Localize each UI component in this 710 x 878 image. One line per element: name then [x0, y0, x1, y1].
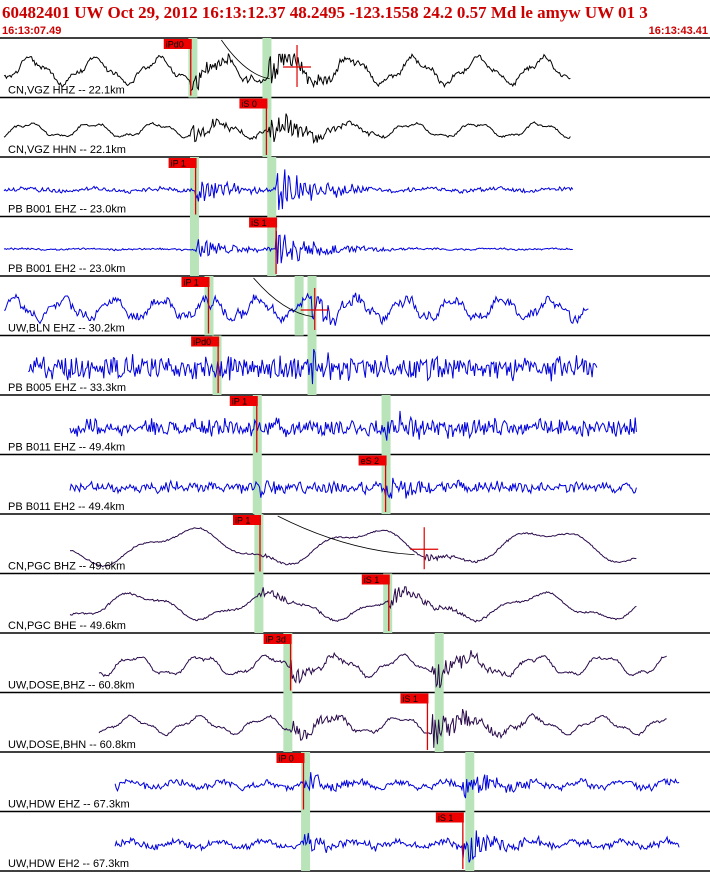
arrival-window: [383, 573, 393, 633]
arrival-window: [381, 395, 391, 455]
waveform-line: [3, 292, 589, 326]
station-label: UW,HDW EH2 -- 67.3km: [8, 858, 129, 870]
pick-flag: [232, 515, 261, 525]
pick-flag: [239, 98, 268, 109]
pick-label: iP 1: [235, 516, 250, 526]
station-label: UW,HDW EHZ -- 67.3km: [8, 799, 130, 811]
pick-flag: [249, 217, 278, 228]
station-label: PB B005 EHZ -- 33.3km: [8, 382, 126, 394]
arrival-window: [465, 752, 475, 812]
fit-curve: [277, 515, 415, 556]
station-label: PB B011 EHZ -- 49.4km: [8, 442, 125, 454]
arrival-window: [189, 216, 199, 276]
pick-flag: [181, 277, 210, 287]
trace-panel: iS 1 CN,PGC BHE -- 49.6km: [0, 573, 710, 634]
arrival-window: [262, 38, 272, 98]
end-time-label: 16:13:43.41: [649, 25, 708, 37]
trace-panel: iS 0 CN,VGZ HHN -- 22.1km: [0, 97, 710, 158]
fit-curve: [221, 39, 270, 80]
pick-label: iS 1: [402, 694, 418, 704]
trace-panel: eS 2 PB B011 EH2 -- 49.4km: [0, 454, 710, 515]
pick-label: iP 1: [232, 397, 247, 407]
pick-flag: [168, 158, 197, 168]
pick-flag: [191, 336, 220, 347]
fit-curve: [253, 277, 314, 318]
arrival-window: [267, 216, 277, 276]
waveform-line: [69, 527, 637, 568]
arrival-window: [188, 38, 198, 98]
pick-flag: [361, 574, 390, 585]
pick-flag: [229, 396, 258, 406]
pick-label: iS 0: [241, 99, 257, 109]
pick-flag: [435, 812, 464, 823]
waveform-line: [28, 348, 598, 385]
pick-label: iS 1: [438, 813, 454, 823]
pick-label: iP 0: [278, 754, 293, 764]
pick-label: iP 3d: [266, 635, 286, 645]
waveform-line: [114, 772, 680, 799]
pick-flag: [276, 753, 305, 763]
pick-label: eS 2: [361, 456, 380, 466]
start-time-label: 16:13:07.49: [2, 25, 61, 37]
pick-flag: [163, 39, 192, 49]
trace-panel: iPd0 PB B005 EHZ -- 33.3km: [0, 335, 710, 396]
waveform-line: [3, 169, 574, 210]
waveform-line: [3, 113, 571, 145]
trace-panel: iP 1 PB B011 EHZ -- 49.4km: [0, 395, 710, 456]
trace-panel: iP 1 CN,PGC BHZ -- 49.6km: [0, 514, 710, 575]
waveform-line: [69, 586, 637, 623]
pick-label: iP 1: [171, 159, 186, 169]
waveform-line: [69, 477, 637, 499]
station-label: UW,BLN EHZ -- 30.2km: [8, 323, 125, 335]
station-label: CN,PGC BHZ -- 49.6km: [8, 561, 125, 573]
arrival-window: [254, 514, 264, 574]
trace-panel: iP 1 UW,BLN EHZ -- 30.2km: [0, 276, 710, 337]
arrival-window: [283, 692, 293, 752]
station-label: CN,VGZ HHN -- 22.1km: [8, 144, 126, 156]
pick-label: iS 1: [251, 218, 267, 228]
event-header: 60482401 UW Oct 29, 2012 16:13:12.37 48.…: [2, 3, 648, 22]
trace-panel: iP 3d UW,DOSE,BHZ -- 60.8km: [0, 633, 710, 694]
station-label: CN,PGC BHE -- 49.6km: [8, 620, 126, 632]
trace-panel: iP 0 UW,HDW EHZ -- 67.3km: [0, 752, 710, 813]
arrival-window: [189, 157, 199, 217]
arrival-window: [267, 157, 277, 217]
arrival-window: [283, 633, 293, 693]
pick-flag: [400, 693, 429, 704]
trace-panel: iS 1 UW,DOSE,BHN -- 60.8km: [0, 692, 710, 753]
trace-panels: iPd0 CN,VGZ HHZ -- 22.1km iS 0 CN,VGZ HHN -…: [0, 37, 710, 872]
waveform-line: [114, 830, 680, 863]
waveform-line: [69, 410, 637, 441]
arrival-window: [465, 811, 475, 871]
station-label: UW,DOSE,BHZ -- 60.8km: [8, 680, 135, 692]
station-label: CN,VGZ HHZ -- 22.1km: [8, 85, 125, 97]
pick-label: iS 1: [364, 575, 380, 585]
station-label: UW,DOSE,BHN -- 60.8km: [8, 739, 136, 751]
pick-label: iP 1: [183, 278, 198, 288]
pick-flag: [263, 634, 292, 644]
station-label: PB B011 EH2 -- 49.4km: [8, 501, 125, 513]
pick-flag: [358, 455, 387, 466]
trace-panel: iS 1 PB B001 EH2 -- 23.0km: [0, 216, 710, 277]
trace-panel: iPd0 CN,VGZ HHZ -- 22.1km: [0, 37, 710, 99]
arrival-window: [434, 633, 444, 693]
pick-label: iPd0: [166, 40, 184, 50]
pick-label: iPd0: [193, 337, 211, 347]
arrival-window: [254, 573, 264, 633]
arrival-window: [307, 335, 317, 395]
trace-panel: iS 1 UW,HDW EH2 -- 67.3km: [0, 811, 710, 872]
station-label: PB B001 EHZ -- 23.0km: [8, 204, 126, 216]
waveform-line: [98, 650, 667, 689]
waveform-line: [98, 708, 667, 748]
waveform-line: [3, 230, 573, 264]
waveform-line: [3, 53, 571, 92]
station-label: PB B001 EH2 -- 23.0km: [8, 263, 125, 275]
trace-panel: iP 1 PB B001 EHZ -- 23.0km: [0, 157, 710, 218]
